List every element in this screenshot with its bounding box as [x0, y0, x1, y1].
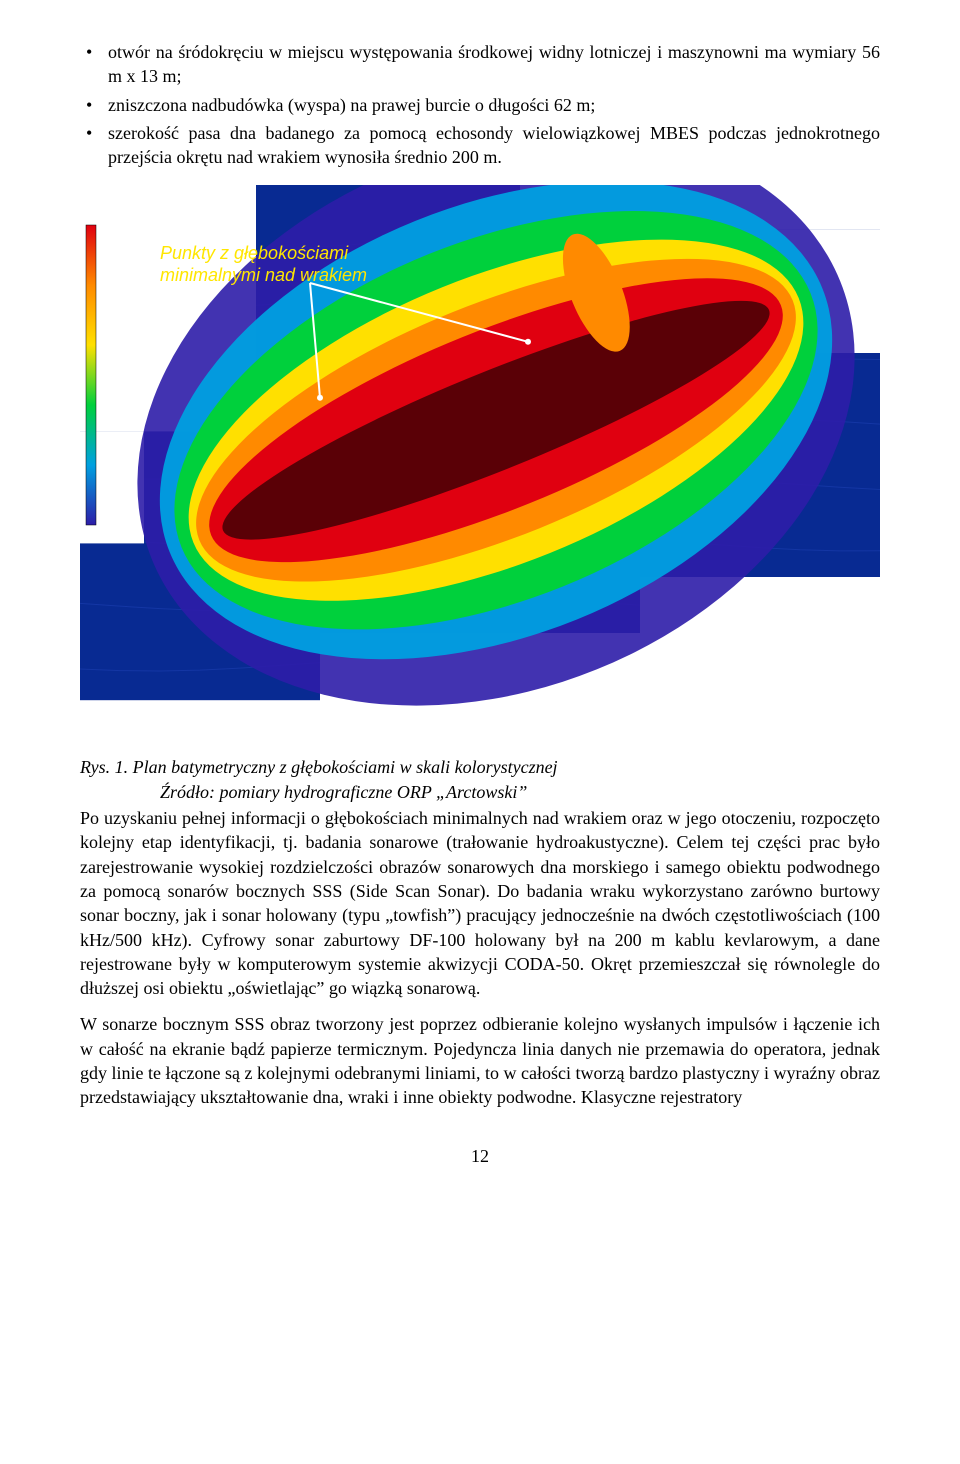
- figure-bathymetric-plan: Punkty z głębokościamiminimalnymi nad wr…: [80, 185, 880, 745]
- bullet-list: otwór na śródokręciu w miejscu występowa…: [80, 40, 880, 169]
- paragraph-2: W sonarze bocznym SSS obraz tworzony jes…: [80, 1012, 880, 1109]
- paragraph-1: Po uzyskaniu pełnej informacji o głęboko…: [80, 806, 880, 1000]
- bathymetric-svg: Punkty z głębokościamiminimalnymi nad wr…: [80, 185, 880, 745]
- caption-line2: Źródło: pomiary hydrograficzne ORP „Arct…: [80, 780, 880, 804]
- page-number: 12: [80, 1144, 880, 1168]
- bullet-item: szerokość pasa dna badanego za pomocą ec…: [108, 121, 880, 170]
- bullet-item: zniszczona nadbudówka (wyspa) na prawej …: [108, 93, 880, 117]
- bullet-item: otwór na śródokręciu w miejscu występowa…: [108, 40, 880, 89]
- figure-caption: Rys. 1. Plan batymetryczny z głębokościa…: [80, 755, 880, 804]
- caption-line1: Rys. 1. Plan batymetryczny z głębokościa…: [80, 757, 558, 777]
